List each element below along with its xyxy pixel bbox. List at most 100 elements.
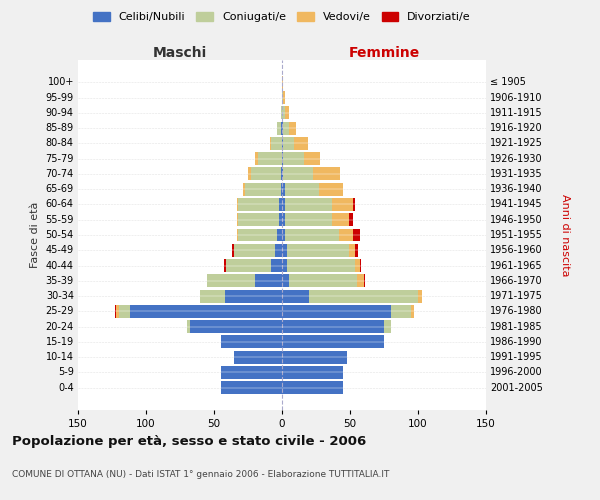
Bar bbox=[200, 290, 225, 302]
Bar bbox=[271, 259, 282, 272]
Bar bbox=[282, 137, 283, 150]
Bar bbox=[355, 244, 358, 256]
Bar bbox=[279, 198, 282, 211]
Bar bbox=[418, 290, 422, 302]
Bar bbox=[270, 137, 271, 150]
Bar bbox=[283, 152, 304, 165]
Bar bbox=[339, 228, 353, 241]
Bar bbox=[282, 182, 285, 196]
Bar bbox=[411, 305, 414, 318]
Bar bbox=[237, 214, 238, 226]
Bar bbox=[255, 152, 257, 165]
Bar bbox=[283, 137, 294, 150]
Y-axis label: Fasce di età: Fasce di età bbox=[30, 202, 40, 268]
Bar bbox=[313, 168, 340, 180]
Bar bbox=[283, 122, 289, 134]
Bar bbox=[238, 228, 277, 241]
Bar bbox=[257, 152, 282, 165]
Bar bbox=[282, 122, 283, 134]
Bar bbox=[282, 228, 285, 241]
Bar bbox=[235, 350, 282, 364]
Bar bbox=[289, 274, 357, 287]
Bar bbox=[282, 106, 285, 120]
Bar bbox=[277, 228, 282, 241]
Bar bbox=[221, 336, 282, 348]
Bar bbox=[190, 320, 282, 333]
Bar bbox=[391, 305, 411, 318]
Bar bbox=[282, 305, 391, 318]
Y-axis label: Anni di nascita: Anni di nascita bbox=[560, 194, 570, 276]
Bar bbox=[282, 259, 287, 272]
Bar bbox=[294, 137, 308, 150]
Bar bbox=[285, 214, 332, 226]
Bar bbox=[226, 259, 271, 272]
Bar bbox=[282, 214, 285, 226]
Bar bbox=[225, 290, 282, 302]
Text: COMUNE DI OTTANA (NU) - Dati ISTAT 1° gennaio 2006 - Elaborazione TUTTITALIA.IT: COMUNE DI OTTANA (NU) - Dati ISTAT 1° ge… bbox=[12, 470, 389, 479]
Bar bbox=[353, 198, 355, 211]
Bar bbox=[384, 320, 391, 333]
Bar bbox=[235, 244, 275, 256]
Bar bbox=[281, 168, 282, 180]
Legend: Celibi/Nubili, Coniugati/e, Vedovi/e, Divorziati/e: Celibi/Nubili, Coniugati/e, Vedovi/e, Di… bbox=[89, 7, 475, 26]
Bar bbox=[349, 244, 355, 256]
Bar bbox=[285, 198, 332, 211]
Bar bbox=[282, 198, 285, 211]
Bar bbox=[282, 366, 343, 379]
Bar bbox=[237, 228, 238, 241]
Bar bbox=[224, 259, 226, 272]
Bar bbox=[275, 244, 282, 256]
Bar bbox=[245, 182, 281, 196]
Bar bbox=[359, 259, 361, 272]
Bar bbox=[281, 182, 282, 196]
Bar bbox=[281, 122, 282, 134]
Bar bbox=[130, 305, 282, 318]
Bar bbox=[282, 152, 283, 165]
Bar bbox=[282, 274, 289, 287]
Bar bbox=[282, 244, 287, 256]
Bar bbox=[279, 214, 282, 226]
Bar bbox=[364, 274, 365, 287]
Bar bbox=[187, 320, 190, 333]
Bar bbox=[255, 274, 282, 287]
Bar bbox=[355, 259, 359, 272]
Bar bbox=[353, 228, 359, 241]
Bar bbox=[207, 274, 255, 287]
Bar bbox=[282, 381, 343, 394]
Bar bbox=[251, 168, 281, 180]
Bar bbox=[304, 152, 320, 165]
Bar bbox=[332, 214, 349, 226]
Bar bbox=[282, 350, 347, 364]
Bar bbox=[221, 381, 282, 394]
Bar bbox=[282, 336, 384, 348]
Text: Maschi: Maschi bbox=[153, 46, 207, 60]
Bar bbox=[282, 76, 283, 89]
Bar bbox=[332, 198, 353, 211]
Bar bbox=[281, 106, 282, 120]
Bar bbox=[271, 137, 282, 150]
Bar bbox=[238, 198, 279, 211]
Bar bbox=[116, 305, 119, 318]
Bar bbox=[277, 122, 281, 134]
Bar bbox=[238, 214, 279, 226]
Bar bbox=[319, 182, 343, 196]
Bar bbox=[283, 168, 313, 180]
Bar bbox=[287, 259, 355, 272]
Bar bbox=[285, 228, 339, 241]
Bar bbox=[289, 122, 296, 134]
Bar bbox=[282, 290, 309, 302]
Bar bbox=[285, 182, 319, 196]
Bar bbox=[282, 168, 283, 180]
Bar bbox=[282, 320, 384, 333]
Bar bbox=[221, 366, 282, 379]
Bar bbox=[349, 214, 353, 226]
Bar bbox=[237, 198, 238, 211]
Bar bbox=[287, 244, 349, 256]
Bar bbox=[357, 274, 364, 287]
Bar bbox=[282, 91, 283, 104]
Bar bbox=[115, 305, 116, 318]
Bar bbox=[242, 182, 245, 196]
Text: Popolazione per età, sesso e stato civile - 2006: Popolazione per età, sesso e stato civil… bbox=[12, 435, 366, 448]
Bar bbox=[119, 305, 130, 318]
Bar bbox=[285, 106, 289, 120]
